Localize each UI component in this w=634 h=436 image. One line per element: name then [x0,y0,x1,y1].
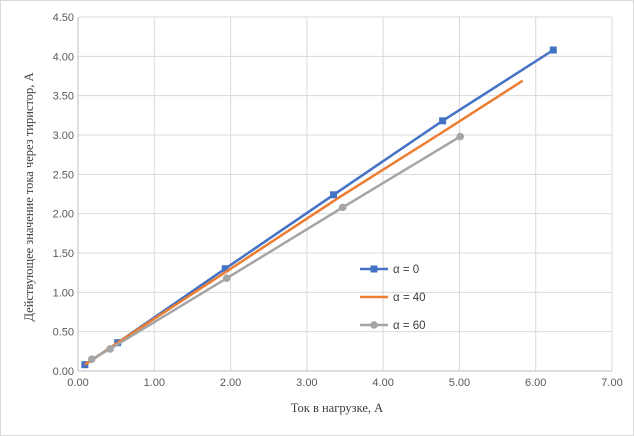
legend: α = 0 α = 40 α = 60 [360,264,426,332]
legend-item: α = 60 [360,320,426,332]
y-tick-label: 3.50 [53,91,74,103]
y-tick-label: 4.00 [53,51,74,63]
y-tick-labels: 0.00 0.50 1.00 1.50 2.00 2.50 3.00 3.50 4.00 4.50 [53,12,74,378]
data-point-circle [456,132,464,141]
x-tick-label: 4.00 [372,377,393,389]
series-group [81,46,557,369]
series-1 [84,79,524,366]
legend-item: α = 0 [360,264,419,276]
y-axis-title: Действующее значение тока через тиристор… [22,72,36,321]
x-tick-label: 0.00 [67,377,88,389]
x-axis-title: Ток в нагрузке, А [291,401,383,415]
data-point-square [549,46,557,54]
data-point-square [221,265,229,273]
data-point-square [81,361,89,369]
legend-marker [370,321,378,329]
y-tick-label: 2.50 [53,169,74,181]
data-point-circle [87,355,96,364]
legend-item: α = 40 [360,292,426,304]
y-tick-label: 1.00 [53,287,74,299]
x-tick-labels: 0.00 1.00 2.00 3.00 4.00 5.00 6.00 7.00 [67,377,622,389]
x-tick-label: 5.00 [449,377,470,389]
x-tick-label: 6.00 [525,377,546,389]
legend-label: α = 40 [393,292,426,304]
y-tick-label: 2.00 [53,209,74,221]
grid-lines [78,16,613,371]
data-point-square [439,117,447,125]
x-tick-label: 1.00 [144,377,165,389]
legend-marker [370,265,378,273]
y-tick-label: 3.00 [53,130,74,142]
y-tick-label: 0.00 [53,366,74,378]
y-tick-label: 1.50 [53,248,74,260]
data-point-circle [106,345,114,353]
x-tick-label: 3.00 [296,377,317,389]
data-point-square [330,191,338,199]
series-line [84,79,524,366]
data-point-circle [222,274,231,282]
series-2 [87,132,464,364]
y-tick-label: 4.50 [53,12,74,24]
x-tick-label: 2.00 [220,377,241,389]
legend-label: α = 0 [393,264,419,276]
axes [77,17,612,372]
y-tick-label: 0.50 [53,327,74,339]
legend-label: α = 60 [393,320,426,332]
data-point-circle [338,203,347,212]
x-tick-label: 7.00 [601,377,622,389]
